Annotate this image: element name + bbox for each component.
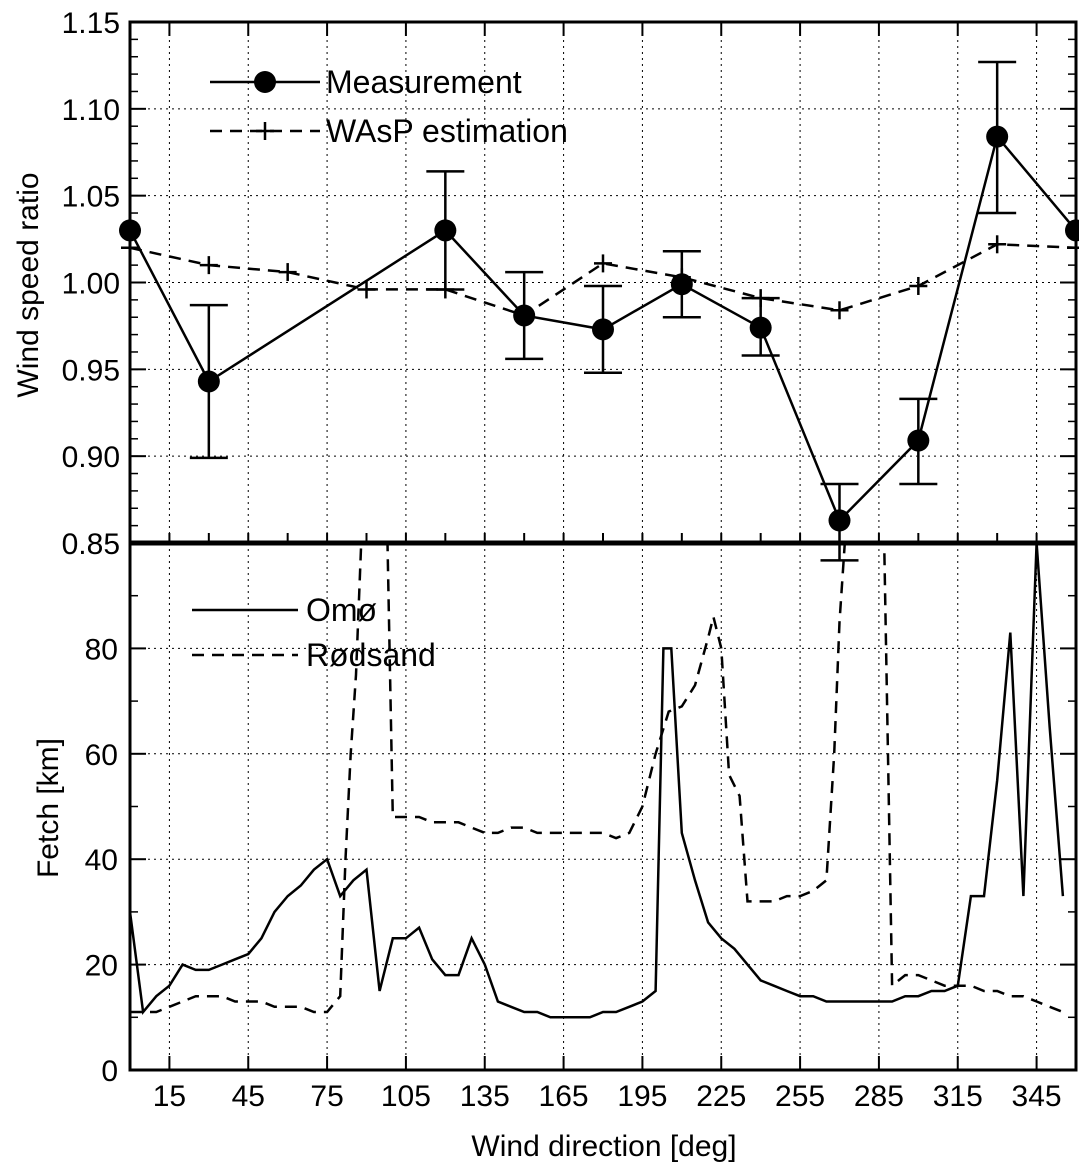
measurement-point bbox=[434, 219, 457, 242]
legend-omo-label: Omø bbox=[306, 592, 377, 628]
bottom-y-tick-label: 80 bbox=[85, 633, 118, 666]
top-grid bbox=[130, 22, 1076, 543]
top-series bbox=[119, 60, 1079, 562]
measurement-point bbox=[749, 316, 772, 339]
top-y-tick-label: 1.15 bbox=[62, 7, 120, 40]
fetch-panel: 15 45 75 105 135 165 195 225 255 285 315 345 0 20 40 60… bbox=[32, 543, 1076, 1163]
bottom-x-tick-label: 255 bbox=[775, 1080, 825, 1113]
bottom-y-axis-label: Fetch [km] bbox=[32, 738, 65, 878]
legend-measurement-label: Measurement bbox=[326, 64, 522, 100]
bottom-legend: Omø Rødsand bbox=[192, 592, 436, 673]
top-y-tick-label: 1.00 bbox=[62, 268, 120, 301]
top-y-tick-label: 0.90 bbox=[62, 441, 120, 474]
top-ticks: 0.85 0.90 0.95 1.00 1.05 1.10 1.15 bbox=[62, 7, 1077, 561]
top-y-tick-label: 0.85 bbox=[62, 528, 120, 561]
bottom-series bbox=[130, 543, 1065, 1019]
bottom-x-tick-label: 15 bbox=[153, 1080, 186, 1113]
top-y-tick-label: 0.95 bbox=[62, 354, 120, 387]
bottom-x-tick-label: 195 bbox=[617, 1080, 667, 1113]
bottom-x-tick-label: 345 bbox=[1012, 1080, 1062, 1113]
measurement-point bbox=[513, 304, 536, 327]
measurement-point bbox=[907, 429, 930, 452]
measurement-point bbox=[986, 125, 1009, 148]
bottom-x-tick-label: 165 bbox=[539, 1080, 589, 1113]
legend-measurement-marker bbox=[254, 71, 276, 93]
bottom-x-tick-label: 45 bbox=[232, 1080, 265, 1113]
x-axis-label: Wind direction [deg] bbox=[471, 1130, 736, 1163]
bottom-x-tick-label: 75 bbox=[310, 1080, 343, 1113]
wind-speed-ratio-panel: 0.85 0.90 0.95 1.00 1.05 1.10 1.15 Measurement… bbox=[12, 7, 1079, 562]
top-y-tick-label: 1.10 bbox=[62, 94, 120, 127]
bottom-y-tick-label: 0 bbox=[101, 1055, 118, 1088]
bottom-x-tick-label: 135 bbox=[460, 1080, 510, 1113]
measurement-point bbox=[670, 273, 693, 296]
top-y-axis-label: Wind speed ratio bbox=[12, 172, 45, 397]
legend-wasp-label: WAsP estimation bbox=[326, 113, 568, 149]
top-legend: Measurement WAsP estimation bbox=[210, 64, 568, 149]
bottom-x-tick-label: 105 bbox=[381, 1080, 431, 1113]
bottom-x-tick-label: 285 bbox=[854, 1080, 904, 1113]
bottom-y-tick-label: 20 bbox=[85, 950, 118, 983]
bottom-y-tick-label: 40 bbox=[85, 844, 118, 877]
omo-fetch-line bbox=[130, 543, 1065, 1019]
bottom-x-tick-label: 225 bbox=[696, 1080, 746, 1113]
top-y-tick-label: 1.05 bbox=[62, 181, 120, 214]
bottom-x-tick-label: 315 bbox=[933, 1080, 983, 1113]
legend-rodsand-label: Rødsand bbox=[306, 637, 436, 673]
measurement-point bbox=[592, 318, 614, 341]
measurement-point bbox=[197, 370, 220, 393]
bottom-y-tick-label: 60 bbox=[85, 739, 118, 772]
measurement-point bbox=[828, 509, 851, 532]
rodsand-fetch-line bbox=[130, 543, 1064, 1014]
bottom-ticks: 15 45 75 105 135 165 195 225 255 285 315 345 0 20 40 60… bbox=[85, 594, 1076, 1113]
